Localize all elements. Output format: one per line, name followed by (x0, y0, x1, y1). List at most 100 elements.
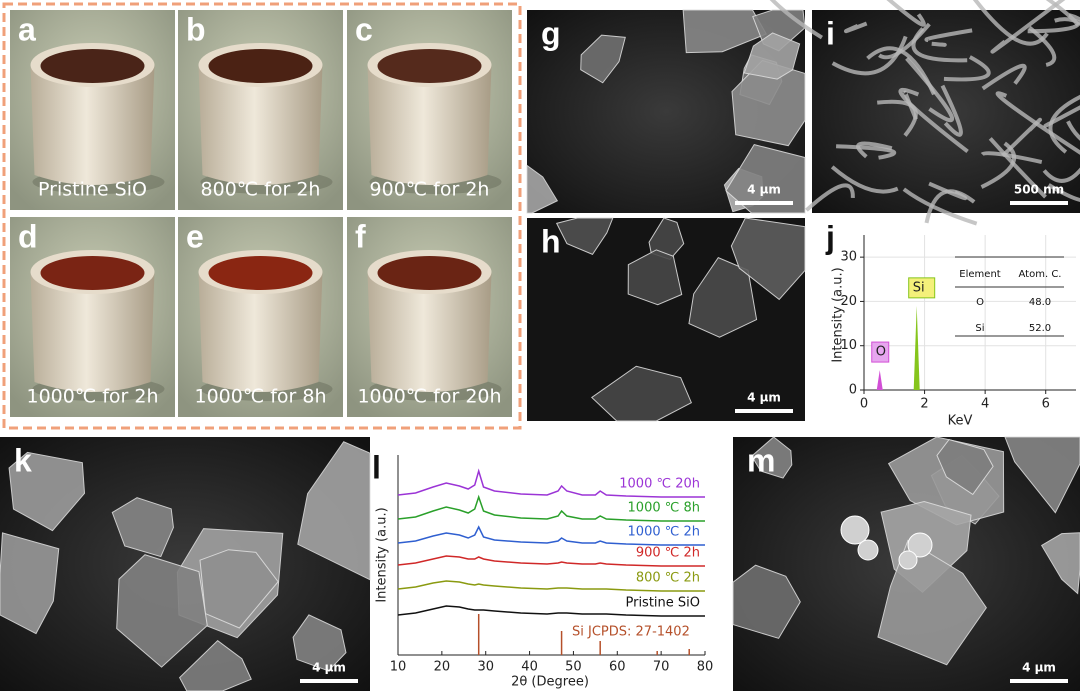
particle (627, 249, 683, 306)
crucible-body (30, 65, 155, 185)
xrd-curve (397, 580, 705, 592)
nanowire (1054, 17, 1080, 26)
nanowire (769, 0, 823, 40)
y-axis-title: Intensity (a.u.) (831, 267, 846, 362)
peak-label: O (876, 345, 886, 360)
x-tick-label: 40 (521, 660, 538, 675)
nanowire (902, 187, 978, 226)
scale-bar-label: 500 nm (1014, 183, 1064, 197)
particle (743, 32, 801, 80)
y-axis-title: Intensity (a.u.) (375, 507, 390, 602)
nanowire (805, 183, 855, 212)
peak-label-box (871, 341, 890, 363)
y-tick-label: 30 (840, 250, 857, 265)
photo-caption: 800℃ for 2h (201, 179, 321, 201)
table-header: Atom. C. (1019, 269, 1062, 280)
table-cell: O (976, 297, 984, 308)
nanowire (844, 21, 868, 34)
nanowire (1027, 21, 1080, 34)
x-tick-label: 60 (609, 660, 626, 675)
peak-label: Si (913, 280, 925, 295)
photo-label: b (186, 11, 206, 47)
panel-label: i (826, 15, 835, 51)
particle (725, 144, 806, 214)
particle (1004, 436, 1080, 514)
panel-border (2, 2, 522, 430)
x-tick-label: 10 (390, 660, 407, 675)
scale-bar-label: 4 μm (747, 391, 781, 405)
crucible-powder (208, 256, 313, 290)
photo-label: d (18, 218, 38, 254)
particle (8, 451, 86, 532)
panel-label: j (825, 219, 835, 255)
nanowire (924, 28, 973, 43)
crucible-body (367, 65, 492, 185)
particle (732, 564, 801, 639)
particle (555, 217, 614, 256)
nanowire (931, 41, 947, 47)
photo-caption: 1000℃ for 2h (26, 386, 158, 408)
crucible-powder (377, 49, 482, 83)
crucible-body (198, 65, 323, 185)
x-axis-title: 2θ (Degree) (511, 675, 589, 690)
x-tick-label: 20 (434, 660, 451, 675)
particle (730, 217, 806, 301)
y-tick-label: 20 (840, 294, 857, 309)
particle (116, 554, 208, 668)
x-tick-label: 2 (920, 397, 928, 412)
particle (731, 59, 806, 147)
nanowire (836, 144, 897, 160)
nanowire (995, 91, 1080, 155)
x-tick-label: 4 (981, 397, 989, 412)
x-tick-label: 6 (1042, 397, 1050, 412)
x-axis-title: KeV (948, 414, 973, 429)
table-cell: 52.0 (1029, 323, 1051, 334)
nanowire (981, 63, 1027, 91)
particle (292, 614, 347, 672)
nanowire (886, 0, 926, 27)
nanowire (924, 189, 976, 224)
particle (682, 9, 767, 54)
sphere (840, 515, 870, 545)
nanowire (856, 141, 893, 159)
nanowire (1001, 117, 1042, 158)
particle (591, 365, 693, 422)
crucible-body (198, 272, 323, 392)
curve-label: 1000 ℃ 20h (619, 477, 700, 492)
nanowire (928, 181, 968, 201)
particle (178, 640, 252, 691)
panel-label: h (541, 223, 561, 259)
crucible-powder (377, 256, 482, 290)
curve-label: 900 ℃ 2h (636, 546, 700, 561)
nanowire (940, 84, 963, 137)
particle (0, 532, 60, 635)
photo-caption: Pristine SiO (38, 179, 147, 201)
peak (913, 305, 920, 390)
curve-label: Pristine SiO (625, 596, 700, 611)
sphere (907, 532, 933, 558)
panel-label: m (747, 442, 775, 478)
nanowire (831, 35, 908, 76)
particle (751, 436, 793, 479)
peak-label-box (908, 277, 936, 299)
nanowire (1066, 120, 1080, 141)
xrd-curve (397, 468, 705, 498)
curve-label: 1000 ℃ 8h (628, 501, 700, 516)
particle (1040, 532, 1080, 595)
particle (526, 164, 559, 214)
nanowire (905, 57, 955, 123)
nanowire (1048, 94, 1080, 154)
table-header: Element (959, 269, 1000, 280)
xrd-curve (397, 605, 705, 617)
y-tick-label: 0 (849, 383, 857, 398)
crucible-powder (40, 49, 145, 83)
scale-bar-label: 4 μm (1022, 661, 1056, 675)
x-tick-label: 50 (565, 660, 582, 675)
scale-bar-label: 4 μm (312, 661, 346, 675)
x-tick-label: 30 (477, 660, 494, 675)
peak (876, 370, 883, 390)
nanowire (1047, 183, 1080, 202)
photo-caption: 1000℃ for 20h (357, 386, 501, 408)
nanowire (980, 151, 1043, 164)
